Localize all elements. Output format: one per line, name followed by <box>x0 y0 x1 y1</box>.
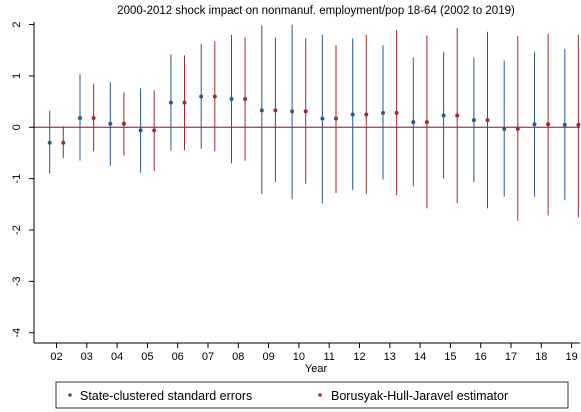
chart-title: 2000-2012 shock impact on nonmanuf. empl… <box>117 5 515 17</box>
point-bhj-16 <box>485 118 490 123</box>
x-tick-label-16: 16 <box>475 351 487 363</box>
point-bhj-04 <box>121 121 126 126</box>
x-tick-label-05: 05 <box>141 351 153 363</box>
legend-box <box>55 381 569 409</box>
x-tick-label-04: 04 <box>111 351 123 363</box>
legend: State-clustered standard errors Borusyak… <box>55 381 569 409</box>
point-bhj-03 <box>91 116 96 121</box>
point-state-clustered-04 <box>108 121 113 126</box>
point-state-clustered-09 <box>259 108 264 113</box>
point-bhj-11 <box>334 116 338 121</box>
point-bhj-06 <box>182 100 187 105</box>
x-axis-ticks: 02 03 04 05 06 07 08 09 10 11 12 13 14 15 16 17 18 19 <box>50 343 578 363</box>
legend-label-state-clustered: State-clustered standard errors <box>80 389 252 403</box>
legend-label-bhj: Borusyak-Hull-Jaravel estimator <box>331 389 508 403</box>
point-state-clustered-14 <box>411 120 416 125</box>
x-tick-label-19: 19 <box>565 351 577 363</box>
point-bhj-07 <box>212 94 217 99</box>
point-state-clustered-18 <box>532 122 537 127</box>
point-state-clustered-08 <box>229 97 234 102</box>
point-state-clustered-06 <box>168 100 173 105</box>
point-bhj-15 <box>455 113 460 118</box>
x-tick-label-13: 13 <box>384 351 396 363</box>
x-tick-label-06: 06 <box>172 351 184 363</box>
legend-marker-state-clustered <box>68 393 72 397</box>
y-tick-label: -4 <box>11 328 23 338</box>
point-bhj-09 <box>273 108 278 113</box>
point-bhj-19 <box>576 122 581 127</box>
point-state-clustered-02 <box>47 140 52 145</box>
y-tick-label: 2 <box>11 22 23 28</box>
point-bhj-02 <box>61 140 66 145</box>
point-state-clustered-03 <box>78 116 82 121</box>
point-bhj-08 <box>243 97 248 102</box>
point-bhj-10 <box>303 109 308 114</box>
x-tick-label-15: 15 <box>444 351 456 363</box>
x-tick-label-17: 17 <box>505 351 517 363</box>
x-tick-label-03: 03 <box>81 351 93 363</box>
point-state-clustered-15 <box>441 113 446 118</box>
y-tick-label: 1 <box>11 73 23 79</box>
point-state-clustered-07 <box>199 94 204 99</box>
legend-marker-bhj <box>318 393 322 397</box>
x-tick-label-10: 10 <box>293 351 305 363</box>
point-state-clustered-17 <box>502 126 507 131</box>
x-tick-label-14: 14 <box>414 351 426 363</box>
point-bhj-18 <box>546 122 551 127</box>
point-state-clustered-11 <box>320 116 325 121</box>
point-bhj-05 <box>152 128 157 133</box>
y-tick-label: -2 <box>11 225 23 235</box>
point-bhj-13 <box>394 110 399 115</box>
point-state-clustered-13 <box>381 110 385 115</box>
y-axis-ticks: 2 1 0 -1 -2 -3 -4 <box>11 22 34 338</box>
point-state-clustered-19 <box>562 122 567 127</box>
point-state-clustered-05 <box>138 128 143 133</box>
point-state-clustered-12 <box>350 112 355 117</box>
point-bhj-12 <box>364 112 369 117</box>
plot-area <box>34 24 581 221</box>
x-tick-label-18: 18 <box>535 351 547 363</box>
x-tick-label-02: 02 <box>50 351 62 363</box>
y-tick-label: 0 <box>11 124 23 130</box>
y-tick-label: -3 <box>11 276 23 286</box>
x-tick-label-08: 08 <box>232 351 244 363</box>
point-state-clustered-10 <box>290 109 295 114</box>
x-tick-label-11: 11 <box>323 351 334 363</box>
point-state-clustered-16 <box>471 118 476 123</box>
point-bhj-17 <box>515 126 520 131</box>
point-bhj-14 <box>424 120 429 125</box>
x-axis-title: Year <box>305 363 328 375</box>
x-tick-label-12: 12 <box>353 351 365 363</box>
x-tick-label-09: 09 <box>262 351 274 363</box>
x-tick-label-07: 07 <box>202 351 214 363</box>
y-tick-label: -1 <box>11 174 23 184</box>
